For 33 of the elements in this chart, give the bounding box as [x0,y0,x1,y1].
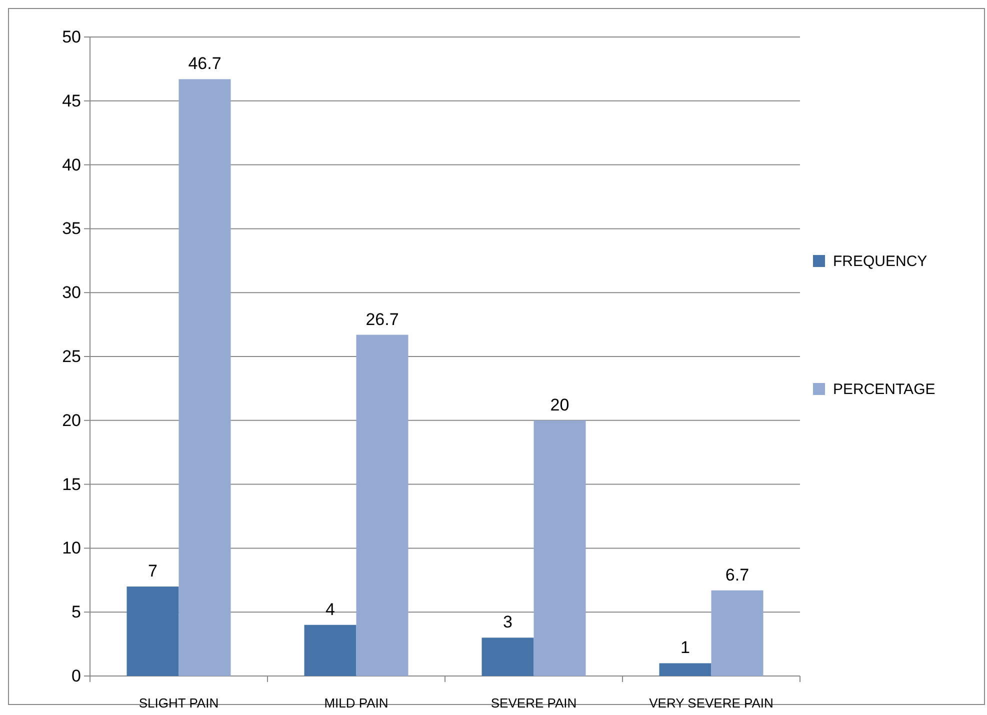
data-label: 26.7 [366,310,399,329]
bar [126,586,179,676]
data-label: 1 [680,638,690,658]
data-label: 20 [550,395,570,414]
y-tick-label: 30 [62,283,81,302]
bar [178,79,231,676]
y-tick-label: 10 [62,538,81,558]
y-tick-label: 15 [62,474,81,494]
bar [711,590,764,676]
data-label: 46.7 [188,54,222,74]
bar [534,420,586,676]
x-tick-label: VERY SEVERE PAIN [649,696,774,711]
data-label: 4 [326,600,335,619]
y-tick-label: 35 [62,219,81,238]
legend-label: FREQUENCY [833,253,928,270]
legend-label: PERCENTAGE [833,381,936,398]
bar [659,663,712,676]
data-label: 3 [503,612,512,632]
y-tick-label: 20 [62,410,81,430]
bar [356,334,408,676]
y-tick-label: 40 [62,155,81,174]
data-label: 7 [148,562,158,581]
x-tick-label: MILD PAIN [324,696,388,711]
y-tick-label: 5 [72,602,81,622]
x-tick-label: SLIGHT PAIN [138,696,219,711]
y-tick-label: 0 [72,666,81,686]
data-label: 6.7 [725,565,750,584]
y-tick-label: 25 [62,346,81,366]
y-tick-label: 45 [62,91,81,110]
bar [482,638,534,676]
y-tick-label: 50 [62,27,81,46]
x-tick-label: SEVERE PAIN [490,696,577,711]
bar [304,624,356,676]
